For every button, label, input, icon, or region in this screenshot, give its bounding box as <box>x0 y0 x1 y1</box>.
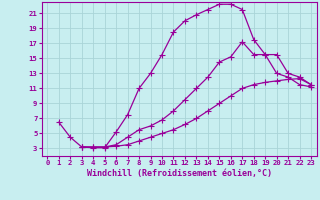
X-axis label: Windchill (Refroidissement éolien,°C): Windchill (Refroidissement éolien,°C) <box>87 169 272 178</box>
